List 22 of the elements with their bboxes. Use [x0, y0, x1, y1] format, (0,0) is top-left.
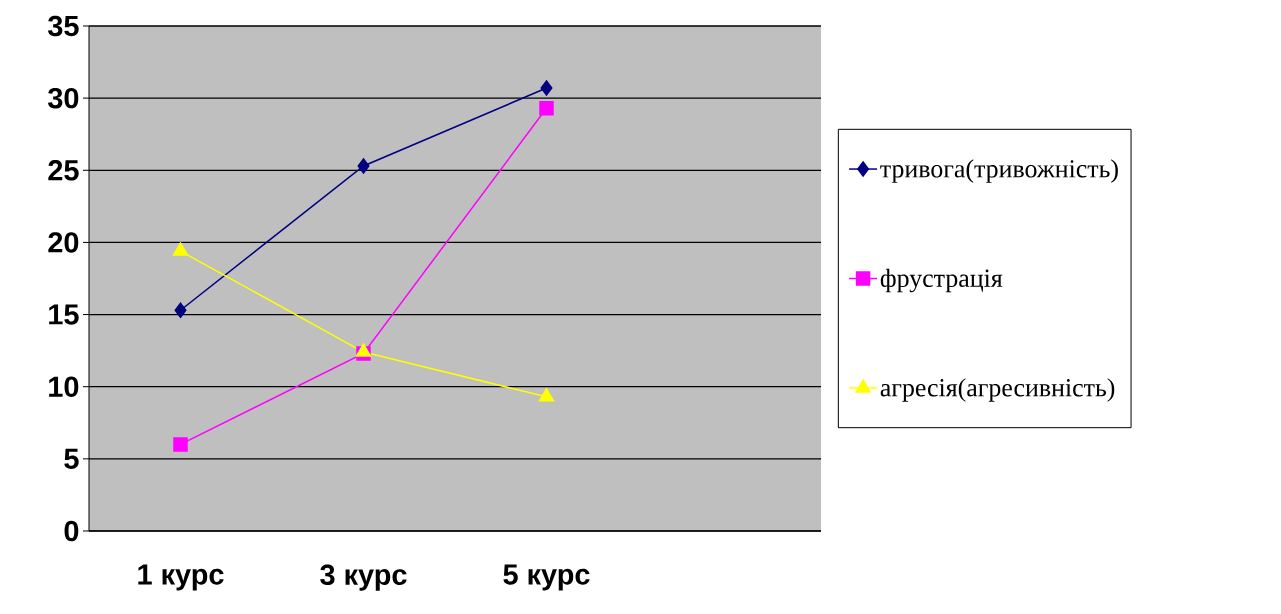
x-tick-label: 3 курс [320, 564, 407, 591]
point [357, 158, 370, 174]
point [539, 100, 554, 116]
y-tick-label: 25 [48, 160, 79, 181]
point [174, 302, 187, 318]
y-tick-label: 30 [48, 87, 79, 109]
y-tick-label: 15 [49, 304, 79, 325]
x-tick-label: 1 курс [138, 564, 224, 591]
point [538, 388, 555, 402]
point [173, 437, 188, 452]
legend-label: фрустрація [880, 268, 1003, 293]
point [355, 343, 372, 357]
y-tick-label: 10 [49, 376, 79, 397]
y-tick-label: 20 [48, 232, 79, 253]
y-tick-label: 35 [48, 15, 79, 37]
legend-label: тривога(тривожність) [880, 159, 1118, 183]
y-tick-label: 0 [64, 520, 79, 542]
point [540, 80, 553, 96]
x-tick-label: 5 курс [503, 564, 590, 591]
y-tick-label: 5 [64, 448, 79, 469]
point [172, 242, 189, 256]
legend-label: агресія(агресивність) [880, 378, 1115, 402]
